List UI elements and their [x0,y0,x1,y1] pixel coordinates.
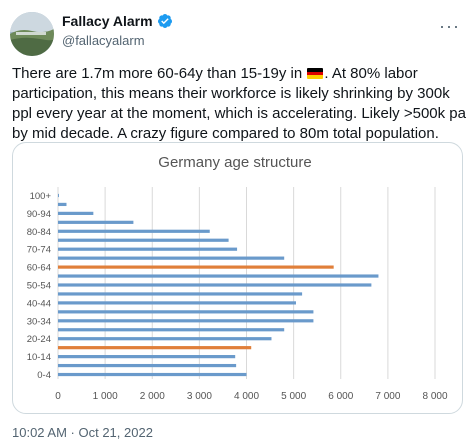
x-tick-label: 7 000 [375,391,400,402]
avatar[interactable] [10,12,54,56]
chart-y-axis: 0-4 10-14 20-24 30-34 40-44 50-54 60-64 70-74 80… [27,191,52,381]
bar-5-9 [58,363,237,368]
bar-75-79 [58,238,229,242]
bar-65-69 [58,256,285,260]
bar-60-64 [58,265,334,269]
y-tick-label: 40-44 [27,298,51,309]
germany-flag-icon [307,68,324,79]
y-tick-label: 50-54 [27,281,51,292]
tweet-text: There are 1.7m more 60-64y than 15-19y i… [12,64,467,144]
x-tick-label: 5 000 [281,391,306,402]
avatar-image [10,12,54,56]
y-tick-label: 90-94 [27,209,51,220]
bar-80-84 [58,229,210,233]
author-name-row: Fallacy Alarm [62,13,173,29]
x-tick-label: 2 000 [140,391,165,402]
x-tick-label: 6 000 [328,391,353,402]
bar-40-44 [58,301,296,305]
chart-bars [58,193,379,377]
y-tick-label: 60-64 [27,263,51,274]
bar-55-59 [58,274,379,278]
verified-badge-icon [157,14,172,28]
bar-35-39 [58,310,314,314]
bar-0-4 [58,372,247,377]
bar-15-19 [58,346,252,350]
y-tick-label: 100+ [30,191,52,202]
bar-20-24 [58,337,272,341]
chart-grid [57,187,436,379]
bar-100+ [58,193,59,198]
y-tick-label: 20-24 [27,334,51,345]
chart-x-axis: 0 1 000 2 000 3 000 4 000 5 000 6 000 7 000 8 00… [55,391,448,402]
bar-95-99 [58,202,67,207]
y-tick-label: 80-84 [27,227,51,238]
x-tick-label: 1 000 [93,391,118,402]
age-structure-chart: Germany age structure 0-4 10-14 20-24 30-34… [27,154,448,402]
x-tick-label: 4 000 [234,391,259,402]
bar-45-49 [58,292,303,296]
tweet-text-part-1: There are 1.7m more 60-64y than 15-19y i… [12,65,307,82]
x-tick-label: 8 000 [422,391,447,402]
tweet-timestamp[interactable]: 10:02 AM · Oct 21, 2022 [12,425,153,440]
bar-70-74 [58,247,238,251]
more-horizontal-icon[interactable]: ··· [439,16,460,36]
y-tick-label: 0-4 [37,370,51,381]
bar-10-14 [58,355,236,359]
bar-25-29 [58,328,285,332]
author-name[interactable]: Fallacy Alarm [62,13,153,29]
y-tick-label: 70-74 [27,245,51,256]
author-handle[interactable]: @fallacyalarm [62,33,145,48]
x-tick-label: 3 000 [187,391,212,402]
bar-30-34 [58,319,314,323]
bar-85-89 [58,220,134,224]
bar-50-54 [58,283,372,287]
y-tick-label: 10-14 [27,352,51,363]
tweet-text-part-2: . At 80% labor participation, this means… [12,65,466,142]
x-tick-label: 0 [55,391,61,402]
bar-90-94 [58,211,94,215]
chart-image[interactable]: Germany age structure 0-4 10-14 20-24 30-34… [12,142,463,414]
chart-title: Germany age structure [158,154,311,171]
y-tick-label: 30-34 [27,316,51,327]
